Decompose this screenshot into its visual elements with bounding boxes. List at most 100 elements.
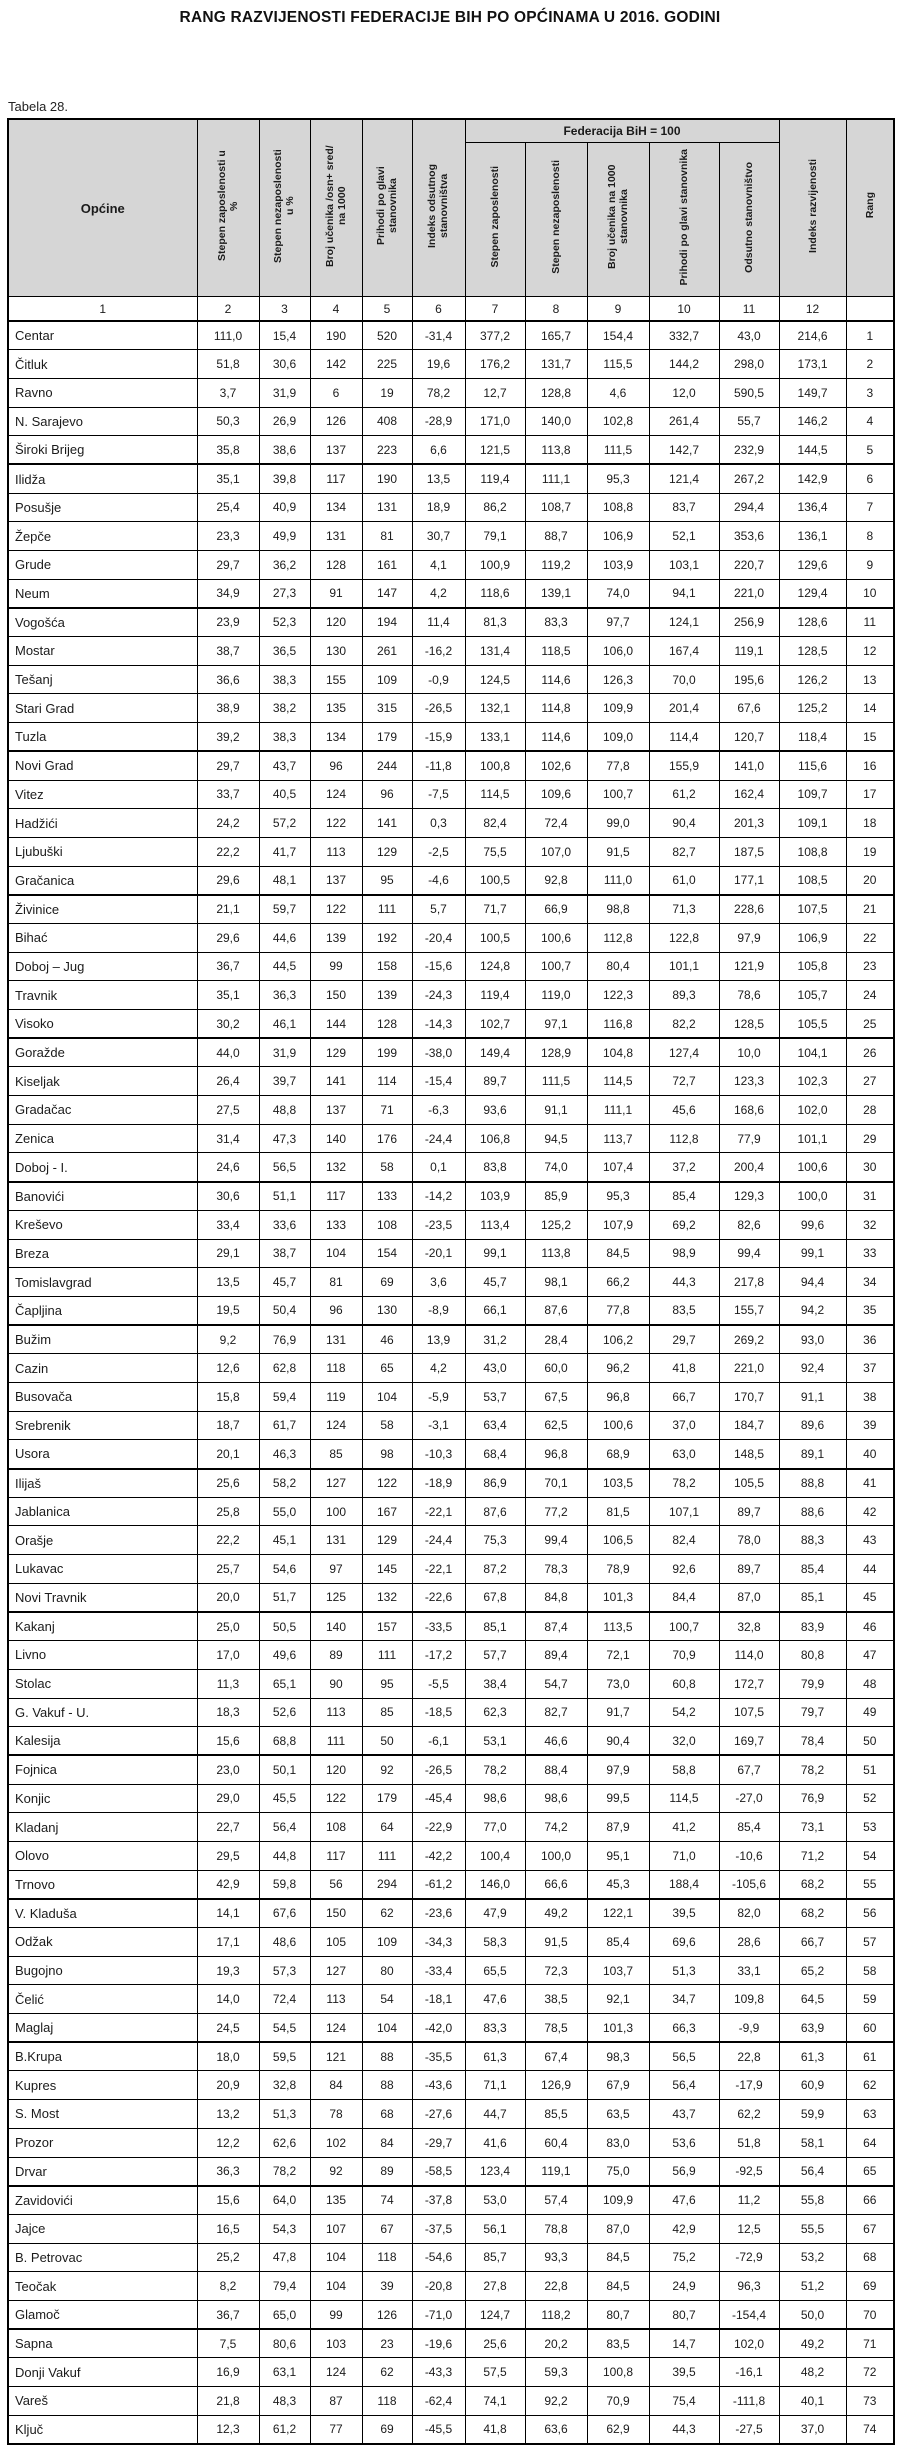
value-cell: 80,7 xyxy=(586,2299,650,2331)
value-cell: 13,5 xyxy=(411,463,466,494)
value-cell: 104 xyxy=(361,2013,413,2044)
rank-cell: 1 xyxy=(845,320,895,351)
municipality-cell: Kalesija xyxy=(7,1726,198,1757)
municipality-cell: Lukavac xyxy=(7,1554,198,1584)
value-cell: 132 xyxy=(309,1152,363,1183)
value-cell: 114,6 xyxy=(524,722,588,753)
value-cell: 111 xyxy=(309,1726,363,1757)
value-cell: 31,9 xyxy=(258,377,311,408)
value-cell: 44,6 xyxy=(258,922,311,953)
value-cell: 74,2 xyxy=(524,1812,588,1842)
value-cell: 58,2 xyxy=(258,1468,311,1498)
rank-cell: 56 xyxy=(845,1898,895,1928)
value-cell: 39,8 xyxy=(258,463,311,494)
value-cell: 128,6 xyxy=(778,607,847,638)
column-number: 8 xyxy=(524,296,588,322)
rank-cell: 43 xyxy=(845,1525,895,1556)
value-cell: 132,1 xyxy=(464,693,526,724)
value-cell: -27,5 xyxy=(718,2414,780,2445)
value-cell: 232,9 xyxy=(718,435,780,466)
value-cell: -42,2 xyxy=(411,1840,466,1871)
value-cell: 71 xyxy=(361,1095,413,1125)
value-cell: 102,7 xyxy=(464,1009,526,1040)
value-cell: 51,2 xyxy=(778,2271,847,2301)
rank-cell: 58 xyxy=(845,1955,895,1986)
value-cell: 96,8 xyxy=(524,1439,588,1470)
value-cell: 56 xyxy=(309,1869,363,1900)
value-cell: 113 xyxy=(309,1697,363,1728)
value-cell: 119,0 xyxy=(524,980,588,1010)
value-cell: 65,2 xyxy=(778,1955,847,1986)
value-cell: 20,2 xyxy=(524,2328,588,2359)
value-cell: 77,8 xyxy=(586,1295,650,1327)
value-cell: 111,1 xyxy=(524,463,588,494)
value-cell: 188,4 xyxy=(648,1869,720,1900)
value-cell: 60,4 xyxy=(524,2127,588,2158)
value-cell: 96,2 xyxy=(586,1353,650,1383)
value-cell: -16,1 xyxy=(718,2357,780,2387)
value-cell: 82,6 xyxy=(718,1209,780,1240)
value-cell: 82,4 xyxy=(648,1525,720,1556)
value-cell: 48,6 xyxy=(258,1927,311,1957)
value-cell: 67,6 xyxy=(718,693,780,724)
rank-cell: 67 xyxy=(845,2213,895,2244)
municipality-cell: Vogošća xyxy=(7,607,198,638)
value-cell: 98,3 xyxy=(586,2041,650,2072)
value-cell: -24,3 xyxy=(411,980,466,1010)
table-row: Stolac 11,3 65,1 90 95 -5,5 38,4 54,7 73,0 60,8 17… xyxy=(7,1668,895,1699)
value-cell: 88,7 xyxy=(524,521,588,551)
value-cell: 63,5 xyxy=(586,2099,650,2129)
value-cell: 41,6 xyxy=(464,2127,526,2158)
value-cell: 26,9 xyxy=(258,406,311,437)
value-cell: 37,0 xyxy=(778,2414,847,2445)
value-cell: 46,1 xyxy=(258,1009,311,1040)
value-cell: 124,8 xyxy=(464,951,526,982)
value-cell: 109,0 xyxy=(586,722,650,753)
municipality-cell: Visoko xyxy=(7,1009,198,1040)
value-cell: 95,3 xyxy=(586,1181,650,1211)
rank-cell: 13 xyxy=(845,664,895,695)
value-cell: 33,1 xyxy=(718,1955,780,1986)
value-cell: 85,4 xyxy=(648,1181,720,1211)
value-cell: 101,3 xyxy=(586,2013,650,2044)
rank-cell: 28 xyxy=(845,1095,895,1125)
value-cell: 90,4 xyxy=(648,808,720,838)
table-row: Donji Vakuf 16,9 63,1 124 62 -43,3 57,5 59,3 100… xyxy=(7,2357,895,2387)
value-cell: 100,0 xyxy=(778,1181,847,1211)
value-cell: 38,2 xyxy=(258,693,311,724)
value-cell: -61,2 xyxy=(411,1869,466,1900)
rank-cell: 27 xyxy=(845,1066,895,1097)
value-cell: -33,5 xyxy=(411,1611,466,1642)
value-cell: 86,2 xyxy=(464,492,526,523)
value-cell: 61,0 xyxy=(648,865,720,896)
table-row: S. Most 13,2 51,3 78 68 -27,6 44,7 85,5 63,5 43,7… xyxy=(7,2099,895,2129)
municipality-cell: Drvar xyxy=(7,2156,198,2187)
value-cell: 101,1 xyxy=(778,1123,847,1154)
value-cell: 41,2 xyxy=(648,1812,720,1842)
value-cell: 142,7 xyxy=(648,435,720,466)
value-cell: 56,5 xyxy=(648,2041,720,2072)
value-cell: 22,8 xyxy=(718,2041,780,2072)
value-cell: 28,6 xyxy=(718,1927,780,1957)
value-cell: 217,8 xyxy=(718,1267,780,1297)
table-row: Čitluk 51,8 30,6 142 225 19,6 176,2 131,7 115,5 1… xyxy=(7,349,895,379)
municipality-cell: Gradačac xyxy=(7,1095,198,1125)
value-cell: 71,7 xyxy=(464,894,526,924)
value-cell: 75,3 xyxy=(464,1525,526,1556)
value-cell: 111,1 xyxy=(586,1095,650,1125)
value-cell: 101,1 xyxy=(648,951,720,982)
municipality-cell: B. Petrovac xyxy=(7,2242,198,2273)
value-cell: 105,8 xyxy=(778,951,847,982)
col-header-fbih-odsutno: Odsutno stanovništvo xyxy=(718,142,780,297)
value-cell: 119 xyxy=(309,1381,363,1412)
value-cell: 84,8 xyxy=(524,1582,588,1613)
value-cell: -22,9 xyxy=(411,1812,466,1842)
value-cell: 63,1 xyxy=(258,2357,311,2387)
value-cell: 69,6 xyxy=(648,1927,720,1957)
value-cell: 99,1 xyxy=(778,1238,847,1269)
value-cell: 89,7 xyxy=(718,1496,780,1527)
value-cell: 65,1 xyxy=(258,1668,311,1699)
col-header-label: Stepen zaposlenosti xyxy=(488,166,501,268)
value-cell: -29,7 xyxy=(411,2127,466,2158)
table-row: Ravno 3,7 31,9 6 19 78,2 12,7 128,8 4,6 12,0 590,5… xyxy=(7,377,895,408)
